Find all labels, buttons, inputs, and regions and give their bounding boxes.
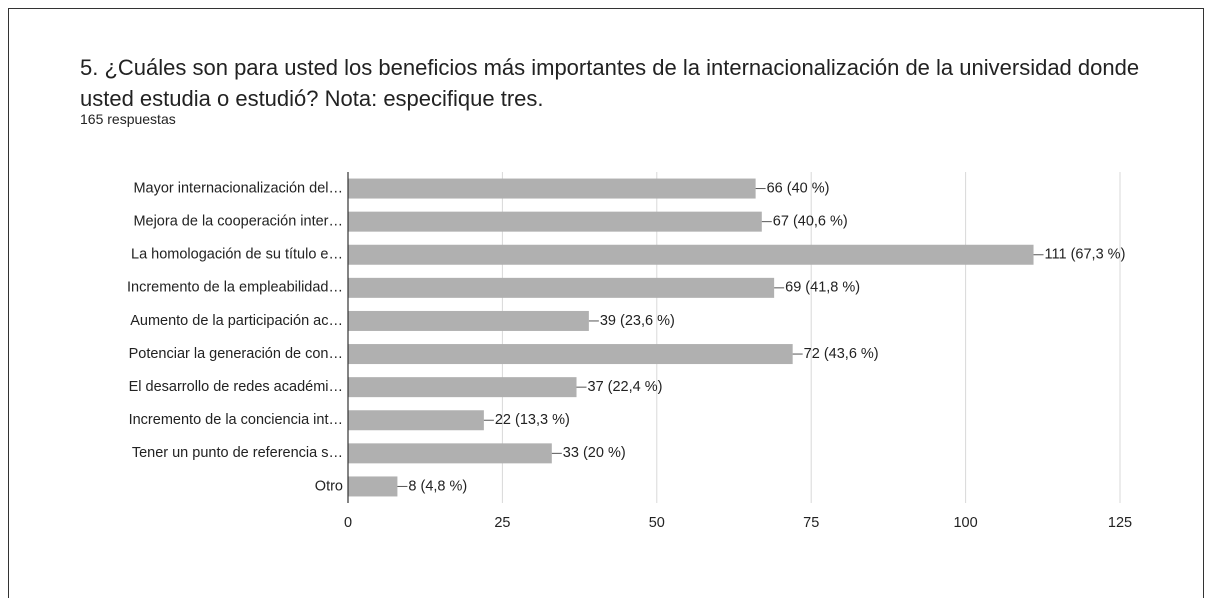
y-tick-label: El desarrollo de redes académi… xyxy=(129,379,343,395)
bar xyxy=(348,476,398,497)
bar xyxy=(348,344,793,365)
bar xyxy=(348,244,1034,265)
x-tick-label: 75 xyxy=(803,515,819,531)
bar xyxy=(348,211,762,232)
y-tick-label: La homologación de su título e… xyxy=(131,247,343,263)
data-label: 8 (4,8 %) xyxy=(408,478,467,494)
bar xyxy=(348,310,589,331)
y-tick-label: Incremento de la empleabilidad… xyxy=(127,280,343,296)
data-label: 67 (40,6 %) xyxy=(773,213,848,229)
data-label: 39 (23,6 %) xyxy=(600,313,675,329)
y-tick-label: Mejora de la cooperación inter… xyxy=(133,213,343,229)
bar xyxy=(348,443,552,464)
y-tick-label: Mayor internacionalización del… xyxy=(133,180,343,196)
y-tick-label: Tener un punto de referencia s… xyxy=(132,445,343,461)
y-tick-label: Potenciar la generación de con… xyxy=(129,346,343,362)
y-tick-label: Aumento de la participación ac… xyxy=(130,313,343,329)
chart-title: 5. ¿Cuáles son para usted los beneficios… xyxy=(80,55,1140,111)
x-tick-label: 50 xyxy=(649,515,665,531)
chart-subtitle: 165 respuestas xyxy=(80,111,176,127)
x-tick-label: 0 xyxy=(344,515,352,531)
x-tick-label: 25 xyxy=(494,515,510,531)
data-label: 69 (41,8 %) xyxy=(785,280,860,296)
x-tick-label: 125 xyxy=(1108,515,1132,531)
data-label: 33 (20 %) xyxy=(563,445,626,461)
data-label: 72 (43,6 %) xyxy=(804,346,879,362)
data-label: 66 (40 %) xyxy=(767,180,830,196)
bar xyxy=(348,377,577,398)
bar xyxy=(348,277,775,298)
bar xyxy=(348,410,484,431)
data-label: 22 (13,3 %) xyxy=(495,412,570,428)
y-tick-label: Otro xyxy=(315,478,343,494)
data-label: 111 (67,3 %) xyxy=(1045,247,1126,263)
x-tick-label: 100 xyxy=(953,515,977,531)
card xyxy=(8,8,1204,598)
y-tick-label: Incremento de la conciencia int… xyxy=(129,412,343,428)
data-label: 37 (22,4 %) xyxy=(588,379,663,395)
bar xyxy=(348,178,756,199)
